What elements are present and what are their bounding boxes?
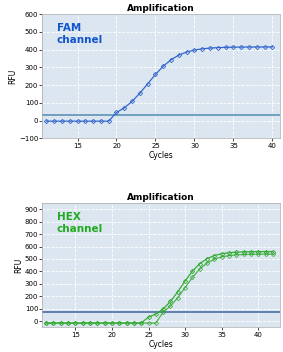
- X-axis label: Cycles: Cycles: [149, 151, 174, 160]
- Text: HEX
channel: HEX channel: [57, 212, 103, 234]
- Y-axis label: RFU: RFU: [8, 69, 18, 84]
- Title: Amplification: Amplification: [127, 193, 195, 202]
- Text: FAM
channel: FAM channel: [57, 23, 103, 45]
- X-axis label: Cycles: Cycles: [149, 340, 174, 348]
- Y-axis label: RFU: RFU: [14, 258, 23, 273]
- Title: Amplification: Amplification: [127, 4, 195, 13]
